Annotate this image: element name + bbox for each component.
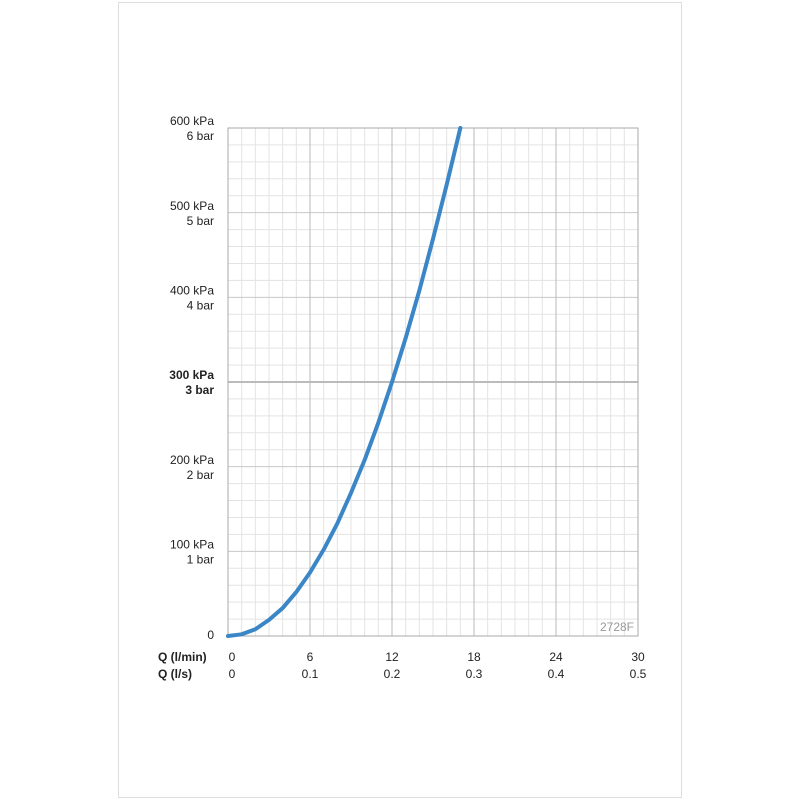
annotation: 2728F bbox=[600, 620, 634, 634]
x2-tick-label: 0.5 bbox=[630, 667, 647, 681]
y-tick-label: 500 kPa bbox=[170, 199, 214, 213]
y-tick-label: 600 kPa bbox=[170, 114, 214, 128]
x2-tick-label: 0.1 bbox=[302, 667, 319, 681]
y-tick-label: 200 kPa bbox=[170, 453, 214, 467]
y-tick-label: 0 bbox=[207, 628, 214, 642]
x-tick-label: 24 bbox=[549, 650, 563, 664]
x-tick-label: 6 bbox=[307, 650, 314, 664]
y-tick-label: 300 kPa bbox=[169, 368, 214, 382]
x2-tick-label: 0.4 bbox=[548, 667, 565, 681]
y-tick-label: 100 kPa bbox=[170, 538, 214, 552]
x2-tick-label: 0.3 bbox=[466, 667, 483, 681]
x-tick-label: 18 bbox=[467, 650, 481, 664]
card bbox=[118, 2, 682, 798]
plot-frame bbox=[227, 127, 639, 637]
x-axis-label: Q (l/min) bbox=[158, 650, 207, 664]
x-tick-label: 30 bbox=[631, 650, 645, 664]
x2-tick-label: 0.2 bbox=[384, 667, 401, 681]
y2-tick-label: 4 bar bbox=[187, 299, 214, 313]
x2-tick-label: 0 bbox=[229, 667, 236, 681]
y2-tick-label: 1 bar bbox=[187, 553, 214, 567]
y2-tick-label: 6 bar bbox=[187, 129, 214, 143]
x-tick-label: 12 bbox=[385, 650, 399, 664]
curve bbox=[226, 126, 463, 638]
y2-tick-label: 5 bar bbox=[187, 214, 214, 228]
y2-tick-label: 3 bar bbox=[185, 383, 214, 397]
x2-axis-label: Q (l/s) bbox=[158, 667, 192, 681]
y-tick-label: 400 kPa bbox=[170, 284, 214, 298]
y2-tick-label: 2 bar bbox=[187, 468, 214, 482]
x-tick-label: 0 bbox=[229, 650, 236, 664]
